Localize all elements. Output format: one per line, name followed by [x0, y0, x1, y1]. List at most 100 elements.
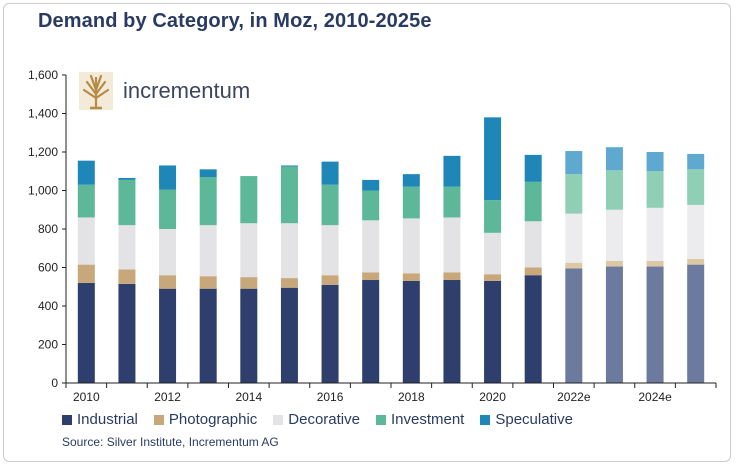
bar-speculative-2020 [484, 117, 502, 201]
bar-industrial-2018 [402, 280, 420, 383]
bar-industrial-2020 [484, 280, 502, 383]
bar-investment-2014 [240, 176, 258, 224]
bar-photographic-2020 [484, 274, 502, 281]
y-tick-label: 200 [38, 338, 58, 352]
bar-industrial-2017 [362, 280, 380, 383]
legend-label: Photographic [168, 411, 258, 428]
bar-speculative-2022e [565, 151, 583, 175]
bar-decorative-2019 [443, 217, 461, 273]
bar-decorative-2024e [646, 207, 664, 261]
bar-speculative-2017 [362, 179, 380, 191]
bar-decorative-2017 [362, 220, 380, 273]
legend-swatch [375, 414, 386, 425]
bar-investment-2018 [402, 186, 420, 219]
bar-photographic-2023e [605, 260, 623, 267]
bar-industrial-2021 [524, 275, 542, 383]
bar-investment-2021 [524, 181, 542, 222]
legend-item-investment: Investment [375, 411, 465, 428]
bar-photographic-2016 [321, 275, 339, 285]
bar-investment-2015 [280, 166, 298, 224]
bar-investment-2025e [687, 169, 705, 205]
bar-speculative-2019 [443, 155, 461, 187]
legend-item-industrial: Industrial [62, 411, 138, 428]
bar-decorative-2015 [280, 223, 298, 279]
bar-industrial-2016 [321, 284, 339, 383]
legend-label: Decorative [288, 411, 360, 428]
bar-photographic-2019 [443, 272, 461, 281]
bar-decorative-2010 [77, 217, 95, 265]
bar-speculative-2016 [321, 161, 339, 185]
bar-photographic-2010 [77, 264, 95, 283]
x-tick-label: 2024e [638, 390, 672, 404]
bar-photographic-2014 [240, 277, 258, 289]
bar-industrial-2019 [443, 280, 461, 383]
legend-item-speculative: Speculative [480, 411, 573, 428]
source-note: Source: Silver Institute, Incrementum AG [62, 435, 279, 449]
bar-decorative-2021 [524, 221, 542, 268]
legend-item-photographic: Photographic [153, 411, 258, 428]
bar-industrial-2010 [77, 282, 95, 383]
bar-speculative-2013 [199, 169, 217, 178]
x-tick-label: 2014 [235, 390, 262, 404]
bar-speculative-2021 [524, 154, 542, 182]
legend-label: Investment [390, 411, 465, 428]
bar-speculative-2024e [646, 152, 664, 172]
bar-investment-2017 [362, 190, 380, 221]
bar-investment-2019 [443, 186, 461, 218]
x-tick-label: 2016 [317, 390, 344, 404]
bar-speculative-2025e [687, 153, 705, 170]
bar-decorative-2012 [159, 229, 177, 276]
chart-title: Demand by Category, in Moz, 2010-2025e [38, 10, 432, 32]
bar-industrial-2012 [159, 288, 177, 383]
bar-investment-2013 [199, 177, 217, 226]
bar-industrial-2013 [199, 288, 217, 383]
bar-speculative-2011 [118, 177, 136, 180]
y-tick-label: 1,200 [28, 145, 58, 159]
bar-photographic-2015 [280, 278, 298, 288]
x-tick-label: 2020 [479, 390, 506, 404]
bar-industrial-2011 [118, 283, 136, 383]
y-tick-label: 1,600 [28, 68, 58, 82]
x-tick-label: 2012 [154, 390, 181, 404]
bar-decorative-2023e [605, 209, 623, 261]
y-tick-label: 1,000 [28, 184, 58, 198]
logo-text: incrementum [123, 78, 251, 103]
bar-speculative-2010 [77, 160, 95, 185]
x-tick-label: 2022e [557, 390, 591, 404]
chart-legend: Industrial Photographic Decorative Investme… [62, 411, 589, 428]
y-tick-label: 800 [38, 222, 58, 236]
bar-photographic-2011 [118, 269, 136, 284]
bar-photographic-2021 [524, 267, 542, 276]
incrementum-logo: incrementum [79, 72, 251, 112]
bar-photographic-2022e [565, 262, 583, 269]
bar-investment-2011 [118, 179, 136, 226]
bar-investment-2024e [646, 171, 664, 208]
bar-industrial-2014 [240, 288, 258, 383]
bar-speculative-2023e [605, 147, 623, 171]
bar-photographic-2024e [646, 260, 664, 267]
bar-decorative-2025e [687, 204, 705, 259]
legend-swatch [153, 414, 164, 425]
bar-decorative-2013 [199, 225, 217, 277]
bar-decorative-2016 [321, 225, 339, 276]
bar-photographic-2025e [687, 258, 705, 265]
legend-swatch [480, 414, 491, 425]
chart-frame [3, 3, 731, 462]
bar-photographic-2017 [362, 272, 380, 281]
bar-investment-2016 [321, 184, 339, 226]
bar-industrial-2015 [280, 287, 298, 383]
bar-investment-2023e [605, 170, 623, 210]
x-tick-label: 2010 [73, 390, 100, 404]
bar-investment-2012 [159, 189, 177, 229]
bar-decorative-2014 [240, 223, 258, 278]
y-tick-label: 600 [38, 261, 58, 275]
bar-industrial-2022e [565, 268, 583, 383]
legend-label: Speculative [495, 411, 573, 428]
x-tick-label: 2018 [398, 390, 425, 404]
bar-photographic-2018 [402, 273, 420, 281]
bar-photographic-2012 [159, 275, 177, 289]
bar-speculative-2015 [280, 165, 298, 167]
bar-decorative-2022e [565, 213, 583, 263]
bar-decorative-2020 [484, 232, 502, 275]
bar-photographic-2013 [199, 276, 217, 289]
